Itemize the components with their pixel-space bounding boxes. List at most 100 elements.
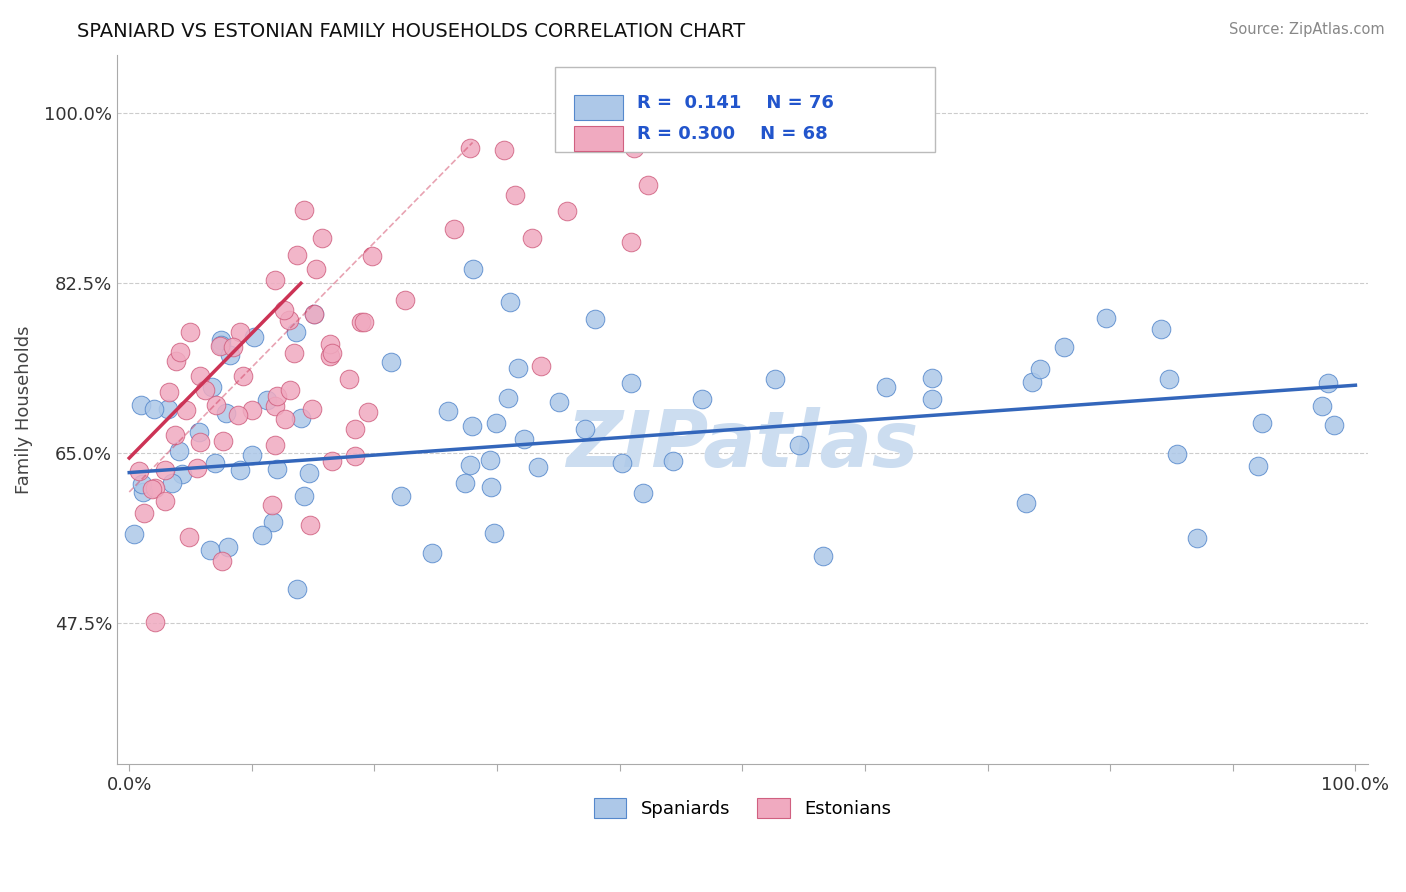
Point [787,438,810,452]
Point [211,554,233,568]
Text: SPANIARD VS ESTONIAN FAMILY HOUSEHOLDS CORRELATION CHART: SPANIARD VS ESTONIAN FAMILY HOUSEHOLDS C… [77,22,745,41]
Point [420,546,443,560]
Point [318,337,340,351]
Point [337,372,360,386]
Text: R = 0.300    N = 68: R = 0.300 N = 68 [637,125,828,144]
Text: ZIPatlas: ZIPatlas [567,407,918,483]
Point [437,404,460,418]
Point [343,449,366,463]
Point [264,273,287,287]
Point [134,506,156,520]
Point [143,615,166,630]
Point [561,129,583,144]
Point [232,368,254,383]
Point [492,143,515,157]
Point [526,460,548,475]
Point [290,411,312,425]
Point [157,385,180,400]
Point [274,412,297,426]
Point [155,462,177,476]
Point [201,380,224,394]
Point [165,428,187,442]
Point [177,531,200,545]
Point [548,395,571,409]
Point [389,489,412,503]
Point [875,380,897,394]
Point [1310,399,1333,413]
Point [169,344,191,359]
Point [1150,321,1173,335]
Point [811,549,834,563]
Point [311,231,333,245]
Point [285,248,308,262]
Point [485,416,508,430]
Point [145,481,167,495]
Point [530,359,553,373]
Point [619,235,641,249]
Point [132,484,155,499]
Point [1251,416,1274,430]
Point [610,456,633,470]
Point [209,337,232,351]
Point [305,262,328,277]
Point [273,303,295,318]
Point [264,399,287,413]
Point [229,325,252,339]
Point [520,230,543,244]
Point [321,454,343,468]
Point [292,489,315,503]
Point [1247,459,1270,474]
Point [623,140,645,154]
Point [637,178,659,192]
Point [353,315,375,329]
Point [217,541,239,555]
Point [479,452,502,467]
Point [228,463,250,477]
Point [285,582,308,596]
Point [198,542,221,557]
Point [292,202,315,217]
Point [188,369,211,384]
Point [1185,532,1208,546]
Point [263,438,285,452]
Point [160,476,183,491]
Point [228,408,250,422]
Point [344,422,367,436]
Point [194,383,217,397]
Point [620,376,643,391]
Point [380,355,402,369]
Point [188,435,211,450]
Point [131,476,153,491]
Point [453,476,475,491]
Point [499,295,522,310]
Point [513,432,536,446]
Point [266,389,288,403]
Point [1094,311,1116,326]
Point [1053,340,1076,354]
Point [360,249,382,263]
Point [461,261,484,276]
Point [690,392,713,406]
Point [479,480,502,494]
Point [458,458,481,472]
Point [298,467,321,481]
Point [484,525,506,540]
Point [1021,376,1043,390]
Point [222,340,245,354]
Point [1323,417,1346,432]
Point [302,307,325,321]
Point [179,325,201,339]
Point [256,393,278,408]
Point [174,403,197,417]
Point [506,360,529,375]
Point [763,372,786,386]
Point [188,425,211,439]
Point [350,315,373,329]
Point [1166,447,1188,461]
Point [204,456,226,470]
Point [631,486,654,500]
Point [394,293,416,307]
Point [157,402,180,417]
Point [301,401,323,416]
Point [278,383,301,397]
